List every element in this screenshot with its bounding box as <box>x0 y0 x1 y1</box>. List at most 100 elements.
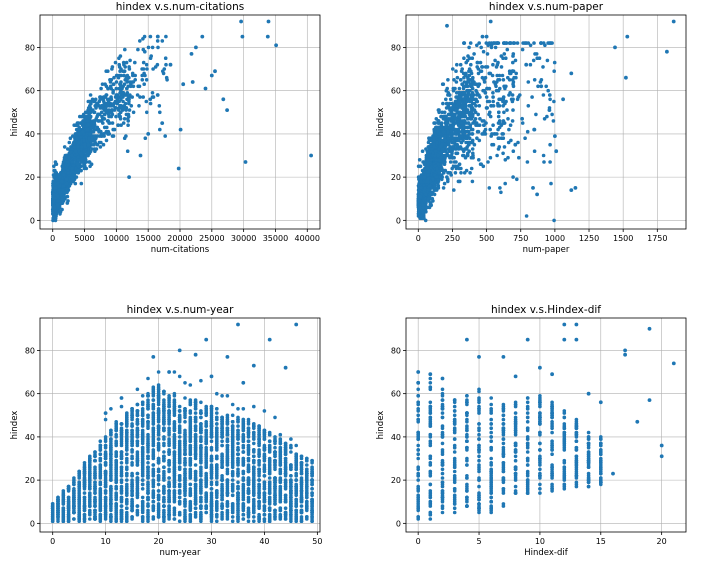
scatter-point <box>56 199 61 203</box>
scatter-point <box>505 47 510 52</box>
scatter-point <box>52 168 56 173</box>
scatter-point <box>136 47 140 52</box>
scatter-point <box>546 88 550 93</box>
scatter-point <box>82 142 87 147</box>
scatter-point <box>164 34 168 39</box>
scatter-point <box>92 99 97 104</box>
scatter-point <box>155 34 160 39</box>
scatter-point <box>472 52 476 56</box>
scatter-point <box>541 65 545 69</box>
x-tick-label: 35000 <box>263 234 288 243</box>
scatter-point <box>493 132 498 136</box>
scatter-point <box>76 158 81 162</box>
scatter-point <box>450 166 455 171</box>
scatter-point <box>532 78 537 82</box>
scatter-point <box>100 82 105 86</box>
scatter-point <box>510 93 515 97</box>
scatter-point <box>446 78 450 82</box>
scatter-point <box>535 56 539 60</box>
scatter-point <box>114 80 119 84</box>
scatter-point <box>243 160 248 164</box>
scatter-point <box>240 34 245 39</box>
scatter-point <box>164 62 168 67</box>
scatter-point <box>115 101 119 106</box>
scatter-point <box>470 91 475 95</box>
scatter-point <box>102 134 106 138</box>
scatter-point <box>141 95 145 99</box>
scatter-point <box>162 67 167 71</box>
scatter-point <box>140 67 144 71</box>
scatter-point <box>65 160 70 164</box>
scatter-point <box>511 175 515 179</box>
scatter-point <box>161 71 166 76</box>
y-tick-label: 0 <box>30 216 35 225</box>
scatter-point <box>112 75 116 80</box>
scatter-point <box>225 108 230 112</box>
scatter-point <box>482 80 487 84</box>
scatter-point <box>82 149 87 153</box>
scatter-point <box>510 119 515 123</box>
scatter-point <box>274 43 278 48</box>
scatter-point <box>76 121 81 125</box>
scatter-point <box>483 91 488 95</box>
scatter-point <box>66 171 70 175</box>
scatter-point <box>59 179 64 184</box>
scatter-point <box>118 54 123 58</box>
scatter-point <box>502 52 507 56</box>
scatter-point <box>528 62 533 67</box>
scatter-point <box>479 45 484 50</box>
scatter-point <box>65 194 70 199</box>
scatter-point <box>148 97 153 102</box>
scatter-point <box>88 93 93 97</box>
scatter-point <box>106 86 110 91</box>
scatter-point <box>526 80 531 84</box>
scatter-point <box>150 91 155 95</box>
scatter-point <box>111 104 116 108</box>
scatter-point <box>481 49 486 54</box>
scatter-point <box>122 117 127 121</box>
scatter-point <box>70 166 74 171</box>
x-tick-label: 10000 <box>104 234 129 243</box>
scatter-point <box>488 127 493 132</box>
scatter-point <box>552 69 556 73</box>
scatter-point <box>456 114 461 119</box>
scatter-point <box>489 45 494 50</box>
scatter-point <box>98 145 103 149</box>
scatter-point <box>155 39 160 43</box>
scatter-point <box>466 54 470 58</box>
scatter-point <box>497 97 501 102</box>
scatter-point <box>501 151 505 156</box>
scatter-point <box>507 127 511 132</box>
scatter-point <box>53 160 58 164</box>
scatter-point <box>462 132 467 136</box>
scatter-point <box>68 136 73 140</box>
scatter-point <box>148 56 153 60</box>
scatter-point <box>121 99 125 104</box>
scatter-point <box>135 93 140 97</box>
scatter-point <box>525 129 530 134</box>
scatter-point <box>155 93 160 97</box>
scatter-point <box>515 41 520 45</box>
scatter-point <box>468 171 472 175</box>
scatter-point <box>140 73 144 78</box>
scatter-point <box>451 86 456 91</box>
scatter-point <box>88 164 92 169</box>
scatter-point <box>114 73 119 78</box>
scatter-point <box>107 121 111 125</box>
x-tick-label: 25000 <box>199 234 224 243</box>
scatter-point <box>60 207 64 212</box>
scatter-point <box>92 121 96 125</box>
scatter-point <box>497 110 501 115</box>
scatter-point <box>431 199 435 203</box>
scatter-point <box>53 205 57 210</box>
scatter-point <box>478 69 483 73</box>
scatter-point <box>484 106 489 110</box>
scatter-point <box>531 58 536 63</box>
scatter-point <box>189 52 194 56</box>
scatter-point <box>475 65 480 69</box>
scatter-point <box>453 129 458 134</box>
scatter-point <box>432 121 436 125</box>
scatter-point <box>67 155 71 160</box>
scatter-point <box>552 218 556 223</box>
scatter-point <box>190 80 195 84</box>
